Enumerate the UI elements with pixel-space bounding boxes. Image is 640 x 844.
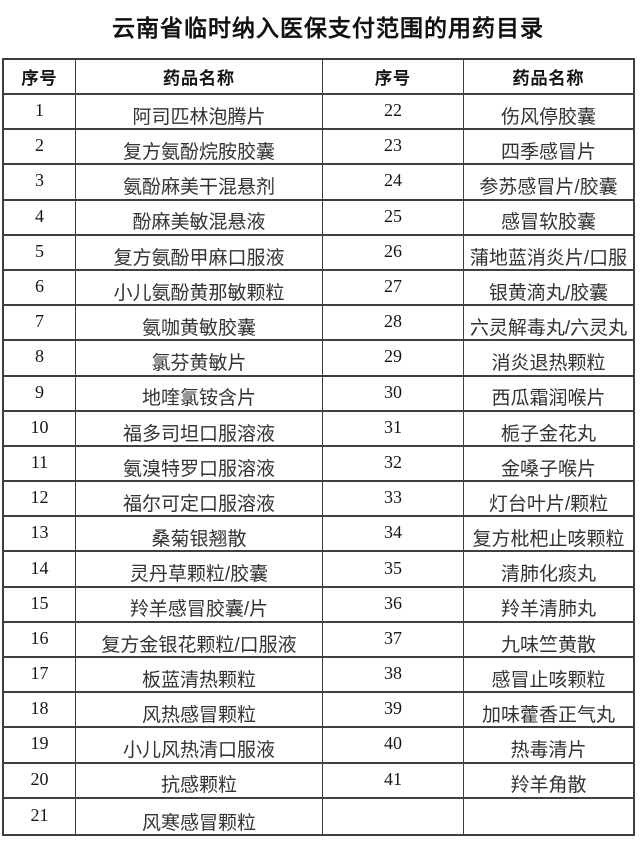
header-drug-name-right: 药品名称 <box>464 60 633 95</box>
row-number-cell: 20 <box>4 763 76 799</box>
drug-name-cell: 板蓝清热颗粒 <box>76 658 323 694</box>
header-serial-left: 序号 <box>4 60 76 95</box>
row-number-cell: 16 <box>4 622 76 658</box>
drug-table: 序号 药品名称 序号 药品名称 1 阿司匹林泡腾片 22 伤风停胶囊 2 复方氨酚烷胺胶囊… <box>2 58 635 836</box>
row-number-cell: 35 <box>323 552 464 588</box>
drug-name-cell: 复方氨酚甲麻口服液 <box>76 235 323 271</box>
drug-name-cell: 栀子金花丸 <box>464 412 633 447</box>
drug-name-cell: 灵丹草颗粒/胶囊 <box>76 552 323 588</box>
drug-name-cell: 复方金银花颗粒/口服液 <box>76 622 323 658</box>
header-serial-right: 序号 <box>323 60 464 95</box>
row-number-cell: 23 <box>323 130 464 166</box>
row-number-cell: 36 <box>323 587 464 623</box>
drug-name-cell: 福多司坦口服溶液 <box>76 411 323 447</box>
row-number-cell: 37 <box>323 622 464 658</box>
row-number-cell: 28 <box>323 306 464 342</box>
drug-name-cell: 阿司匹林泡腾片 <box>76 95 323 131</box>
row-number-cell: 39 <box>323 693 464 729</box>
row-number-cell: 5 <box>4 235 76 271</box>
row-number-cell: 11 <box>4 446 76 483</box>
drug-name-cell: 复方氨酚烷胺胶囊 <box>76 130 323 166</box>
drug-name-cell: 小儿风热清口服液 <box>76 728 323 764</box>
row-number-cell: 7 <box>4 306 76 342</box>
drug-name-cell: 桑菊银翘散 <box>76 517 323 553</box>
drug-name-cell: 伤风停胶囊 <box>464 95 633 131</box>
drug-name-cell: 蒲地蓝消炎片/口服 <box>464 236 633 271</box>
row-number-cell: 34 <box>323 517 464 553</box>
row-number-cell: 29 <box>323 341 464 377</box>
drug-name-cell: 酚麻美敏混悬液 <box>76 200 323 236</box>
row-number-cell: 21 <box>4 798 76 834</box>
row-number-cell: 12 <box>4 482 76 518</box>
row-number-cell: 18 <box>4 693 76 729</box>
header-drug-name-left: 药品名称 <box>76 60 323 95</box>
drug-name-cell: 银黄滴丸/胶囊 <box>464 271 633 307</box>
row-number-cell: 33 <box>323 482 464 518</box>
drug-name-cell: 九味竺黄散 <box>464 623 633 658</box>
drug-name-cell: 感冒止咳颗粒 <box>464 658 633 694</box>
drug-name-cell: 感冒软胶囊 <box>464 201 633 236</box>
row-number-cell: 6 <box>4 270 76 307</box>
row-number-cell: 25 <box>323 200 464 236</box>
row-number-cell: 9 <box>4 376 76 412</box>
row-number-cell: 14 <box>4 552 76 588</box>
drug-name-cell: 风热感冒颗粒 <box>76 693 323 729</box>
drug-name-cell: 羚羊清肺丸 <box>464 588 633 623</box>
drug-name-cell: 氨酚麻美干混悬剂 <box>76 165 323 201</box>
row-number-cell: 27 <box>323 270 464 307</box>
drug-name-cell: 消炎退热颗粒 <box>464 341 633 377</box>
drug-name-cell: 氨咖黄敏胶囊 <box>76 306 323 342</box>
row-number-cell: 17 <box>4 658 76 694</box>
drug-name-cell: 灯台叶片/颗粒 <box>464 482 633 518</box>
row-number-cell: 40 <box>323 728 464 764</box>
row-number-cell: 24 <box>323 165 464 201</box>
drug-name-cell: 福尔可定口服溶液 <box>76 482 323 518</box>
drug-name-cell: 地喹氯铵含片 <box>76 376 323 412</box>
drug-name-cell: 热毒清片 <box>464 728 633 764</box>
row-number-cell <box>323 798 464 834</box>
row-number-cell: 31 <box>323 411 464 447</box>
drug-name-cell: 风寒感冒颗粒 <box>76 798 323 834</box>
row-number-cell: 10 <box>4 411 76 447</box>
drug-name-cell <box>464 799 633 834</box>
row-number-cell: 8 <box>4 341 76 377</box>
drug-name-cell: 小儿氨酚黄那敏颗粒 <box>76 270 323 307</box>
row-number-cell: 1 <box>4 95 76 131</box>
drug-name-cell: 氯芬黄敏片 <box>76 341 323 377</box>
row-number-cell: 4 <box>4 200 76 236</box>
row-number-cell: 13 <box>4 517 76 553</box>
row-number-cell: 15 <box>4 587 76 623</box>
drug-name-cell: 氨溴特罗口服溶液 <box>76 446 323 483</box>
drug-name-cell: 复方枇杷止咳颗粒 <box>464 517 633 553</box>
row-number-cell: 3 <box>4 165 76 201</box>
drug-name-cell: 羚羊感冒胶囊/片 <box>76 587 323 623</box>
page-title: 云南省临时纳入医保支付范围的用药目录 <box>112 15 544 41</box>
row-number-cell: 22 <box>323 95 464 131</box>
row-number-cell: 38 <box>323 658 464 694</box>
row-number-cell: 30 <box>323 376 464 412</box>
row-number-cell: 19 <box>4 728 76 764</box>
drug-name-cell: 加味藿香正气丸 <box>464 693 633 729</box>
drug-name-cell: 清肺化痰丸 <box>464 552 633 588</box>
drug-name-cell: 四季感冒片 <box>464 130 633 166</box>
row-number-cell: 2 <box>4 130 76 166</box>
drug-name-cell: 抗感颗粒 <box>76 763 323 799</box>
drug-name-cell: 六灵解毒丸/六灵丸 <box>464 306 633 342</box>
row-number-cell: 32 <box>323 446 464 483</box>
drug-name-cell: 西瓜霜润喉片 <box>464 377 633 412</box>
drug-name-cell: 参苏感冒片/胶囊 <box>464 165 633 201</box>
drug-name-cell: 羚羊角散 <box>464 764 633 799</box>
row-number-cell: 41 <box>323 763 464 799</box>
row-number-cell: 26 <box>323 235 464 271</box>
drug-name-cell: 金嗓子喉片 <box>464 447 633 483</box>
